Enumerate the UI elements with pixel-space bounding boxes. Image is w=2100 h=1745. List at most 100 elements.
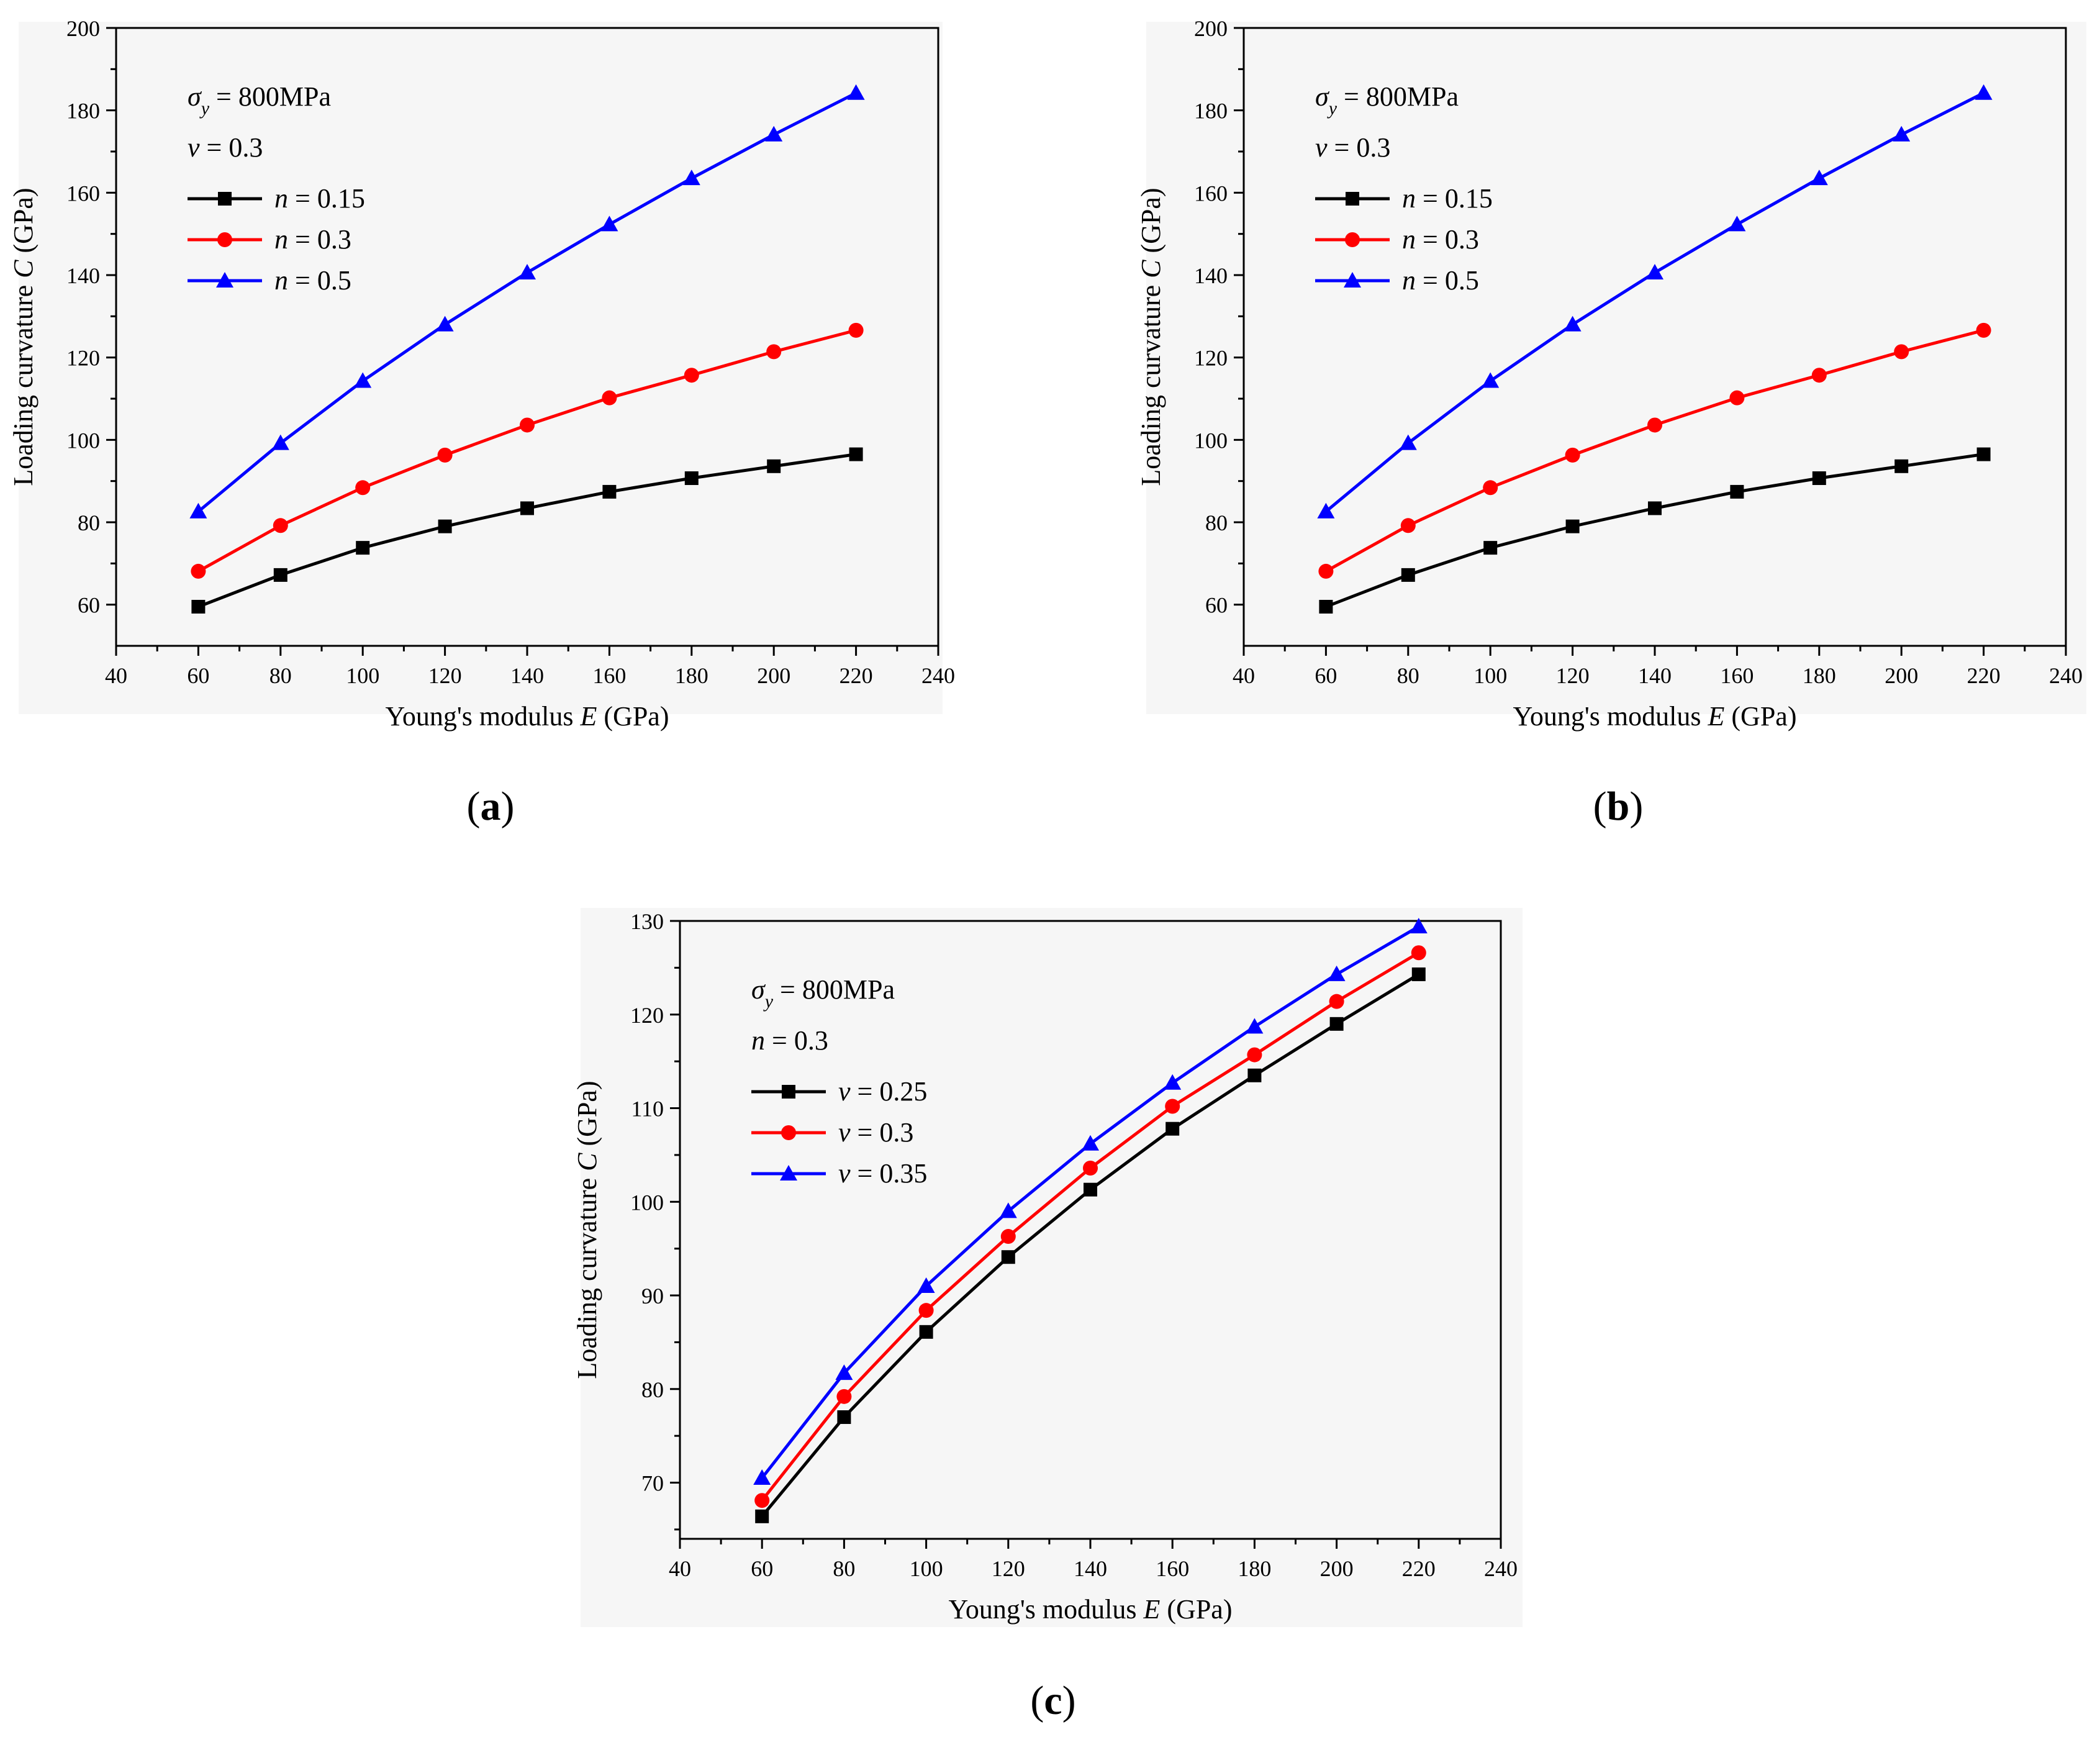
legend-label: n = 0.15: [274, 183, 365, 214]
series-0: [191, 447, 863, 614]
y-tick-label: 100: [1194, 428, 1228, 453]
caption-close: ): [501, 784, 515, 829]
data-point: [1648, 501, 1662, 515]
legend-value: = 0.5: [1416, 265, 1479, 296]
x-axis-label: Young's modulus E (GPa): [386, 701, 669, 732]
data-point: [437, 447, 453, 463]
legend: n = 0.15n = 0.3n = 0.5: [1315, 183, 1493, 296]
annotation-subscript: y: [763, 991, 774, 1012]
y-axis-label: Loading curvature C (GPa): [8, 188, 38, 486]
data-point: [684, 368, 699, 383]
annotation-variable: σ: [1315, 81, 1330, 112]
series-0: [755, 967, 1426, 1523]
annotation-variable: ν: [188, 132, 200, 163]
legend-marker: [1346, 192, 1359, 206]
series-2: [753, 918, 1428, 1485]
x-tick-label: 160: [1720, 663, 1754, 688]
annotation-subscript: y: [1327, 98, 1337, 119]
annotation-0: σy = 800MPa: [1315, 81, 1459, 119]
data-point: [1329, 994, 1344, 1009]
series-2: [1317, 84, 1993, 519]
data-point: [684, 471, 699, 486]
y-tick-label: 120: [1194, 346, 1228, 371]
legend-marker: [218, 192, 232, 206]
data-point: [602, 484, 617, 499]
annotation-subscript: y: [199, 98, 210, 119]
panel-background: [19, 22, 943, 714]
y-tick-label: 160: [66, 181, 100, 206]
legend-label: n = 0.15: [1402, 183, 1493, 214]
data-point: [518, 264, 536, 280]
legend: ν = 0.25ν = 0.3ν = 0.35: [751, 1076, 927, 1189]
legend-variable: n: [274, 265, 288, 296]
legend-entry-1: n = 0.3: [188, 224, 351, 255]
legend-value: = 0.15: [288, 183, 365, 214]
data-point: [1411, 945, 1426, 961]
legend-variable: ν: [838, 1117, 851, 1148]
y-tick-label: 160: [1194, 181, 1228, 206]
data-point: [273, 518, 288, 533]
data-point: [766, 344, 782, 360]
data-point: [1893, 125, 1911, 142]
y-axis-label-prefix: Loading curvature: [1136, 278, 1166, 486]
x-tick-label: 200: [1320, 1556, 1354, 1581]
data-point: [917, 1277, 935, 1293]
data-point: [1482, 372, 1500, 388]
data-point: [1810, 170, 1828, 186]
y-tick-label: 60: [1205, 593, 1228, 618]
data-point: [1894, 344, 1909, 360]
x-tick-label: 40: [105, 663, 127, 688]
x-tick-label: 180: [1803, 663, 1836, 688]
x-tick-label: 220: [1967, 663, 2001, 688]
data-point: [1318, 563, 1334, 579]
y-tick-label: 60: [78, 593, 100, 618]
y-axis-label-suffix: (GPa): [572, 1081, 602, 1153]
panel-c: 40 60 80 100 120 140 160 180 200 220 240 70 80 90 100 1…: [572, 908, 1523, 1723]
data-point: [835, 1364, 853, 1380]
legend-entry-2: n = 0.5: [1315, 265, 1479, 296]
y-tick-label: 120: [630, 1003, 664, 1028]
data-point: [1647, 417, 1662, 433]
y-tick-label: 80: [641, 1377, 664, 1402]
data-point: [354, 372, 372, 388]
data-point: [1319, 599, 1333, 614]
x-tick-label: 140: [510, 663, 544, 688]
data-point: [520, 501, 534, 515]
caption-letter: a: [481, 784, 501, 829]
panel-background: [1146, 22, 2086, 714]
y-axis-label-variable: C: [572, 1153, 602, 1171]
annotation-text: = 800MPa: [1337, 81, 1459, 112]
x-tick-label: 180: [675, 663, 708, 688]
data-point: [356, 541, 370, 555]
legend-variable: n: [274, 183, 288, 214]
data-point: [1000, 1229, 1016, 1244]
y-axis-label-variable: C: [1136, 260, 1166, 278]
data-point: [1083, 1161, 1098, 1176]
caption-close: ): [1629, 784, 1643, 829]
legend-entry-2: ν = 0.35: [751, 1158, 927, 1189]
data-point: [1975, 84, 1993, 100]
x-tick-label: 120: [1556, 663, 1590, 688]
caption-letter: c: [1044, 1678, 1062, 1723]
data-point: [999, 1202, 1017, 1218]
annotation-text: = 800MPa: [773, 974, 895, 1005]
x-tick-label: 160: [1156, 1556, 1189, 1581]
legend-label: n = 0.5: [1402, 265, 1479, 296]
data-point: [1410, 918, 1428, 934]
data-point: [848, 322, 864, 338]
data-point: [1001, 1250, 1015, 1264]
series-0: [1319, 447, 1991, 614]
data-point: [755, 1509, 769, 1523]
x-tick-label: 140: [1638, 663, 1672, 688]
x-tick-label: 60: [1315, 663, 1337, 688]
legend-label: n = 0.5: [274, 265, 351, 296]
data-point: [1399, 434, 1417, 450]
data-point: [438, 519, 452, 533]
legend-marker: [217, 232, 232, 247]
caption-open: (: [1030, 1678, 1044, 1723]
y-axis-label-suffix: (GPa): [8, 188, 38, 260]
data-point: [1812, 471, 1826, 486]
series-1: [1318, 322, 1991, 579]
legend-value: = 0.3: [288, 224, 351, 255]
